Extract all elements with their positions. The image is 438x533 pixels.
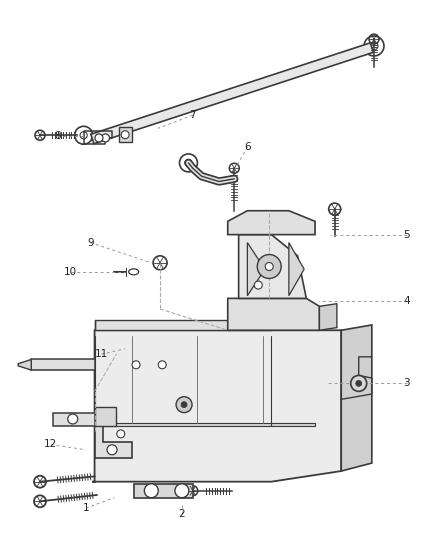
Text: 5: 5 [403,230,410,240]
Polygon shape [18,359,31,370]
Circle shape [121,131,129,139]
Circle shape [181,402,187,408]
Polygon shape [228,211,315,235]
Text: 10: 10 [64,267,77,277]
Polygon shape [91,43,373,144]
Text: 4: 4 [403,296,410,306]
Circle shape [356,381,362,386]
Circle shape [176,397,192,413]
Polygon shape [247,243,265,296]
Circle shape [175,484,189,498]
Polygon shape [92,330,341,482]
Polygon shape [228,298,319,330]
Circle shape [107,445,117,455]
Polygon shape [341,325,372,471]
Circle shape [265,263,273,270]
Circle shape [145,484,158,498]
Polygon shape [95,407,117,426]
Polygon shape [134,484,193,498]
Circle shape [102,134,110,142]
Circle shape [95,134,103,142]
Circle shape [158,361,166,369]
Text: 7: 7 [190,110,196,120]
Ellipse shape [79,362,88,368]
Circle shape [351,375,367,391]
Polygon shape [95,320,272,330]
Text: 1: 1 [82,503,89,513]
Circle shape [254,281,262,289]
Text: 12: 12 [44,440,57,449]
Circle shape [132,361,140,369]
Polygon shape [289,243,304,296]
Text: 6: 6 [244,142,251,152]
Text: 8: 8 [54,131,61,141]
Text: 3: 3 [403,378,410,389]
Polygon shape [239,235,306,298]
Polygon shape [95,426,132,458]
Polygon shape [31,359,95,370]
Circle shape [68,414,78,424]
Polygon shape [319,304,337,330]
Text: 2: 2 [179,508,185,519]
Circle shape [117,430,125,438]
Text: 11: 11 [95,349,108,359]
Text: 9: 9 [87,238,93,248]
Polygon shape [53,413,95,426]
Polygon shape [119,127,132,142]
Circle shape [257,255,281,278]
Polygon shape [95,423,315,426]
